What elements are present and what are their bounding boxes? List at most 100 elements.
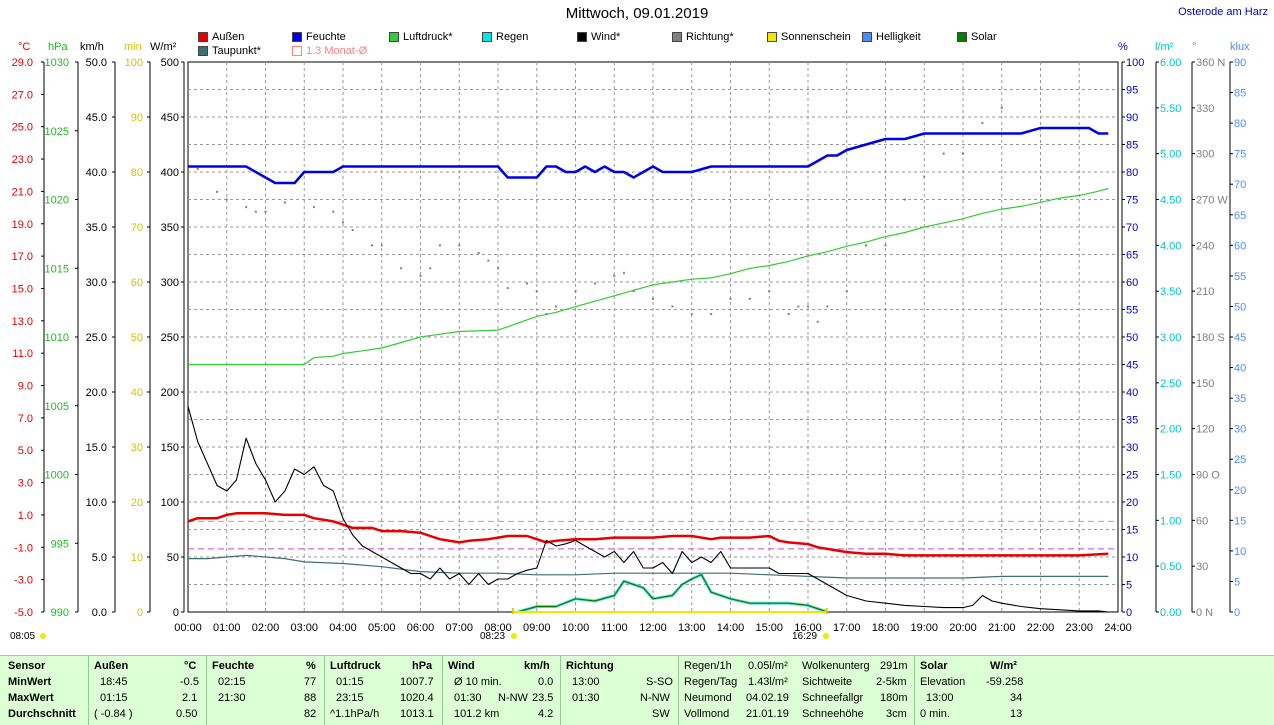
direction-point: [690, 313, 693, 316]
brightness_klux-tick-label: 50: [1234, 301, 1246, 313]
legend-item: 1.3 Monat-Ø: [292, 45, 367, 57]
temp_c-tick-label: 11.0: [12, 348, 33, 360]
rain_lm2-tick-label: 3.00: [1160, 332, 1181, 344]
direction-point: [729, 297, 732, 300]
solar-max: 34: [1010, 692, 1023, 704]
direction-point: [419, 274, 422, 277]
richtung-min-time: 13:00: [572, 676, 600, 688]
misc-label2-1: Sichtweite: [802, 676, 853, 688]
luftdruck-max-time: 23:15: [336, 692, 364, 704]
humidity_pct-tick-label: 35: [1126, 415, 1138, 427]
sun_min-tick-label: 50: [131, 332, 143, 344]
misc-label-0: Regen/1h: [684, 660, 732, 672]
wind_kmh-tick-label: 50.0: [86, 57, 107, 69]
richtung-max-time: 01:30: [572, 692, 600, 704]
temp_c-tick-label: 3.0: [18, 478, 33, 490]
direction-point: [342, 221, 344, 224]
brightness_klux-unit: klux: [1230, 41, 1250, 53]
direction-point: [903, 198, 906, 201]
direction-point: [962, 152, 964, 155]
richtung-header: Richtung: [566, 660, 614, 672]
brightness_klux-tick-label: 65: [1234, 210, 1246, 222]
solar_wm2-tick-label: 450: [161, 112, 179, 124]
wind-min: 0.0: [538, 676, 554, 688]
x-tick-label: 16:00: [794, 622, 822, 634]
richtung-max: N-NW: [640, 692, 670, 704]
x-tick-label: 07:00: [445, 622, 473, 634]
misc-value-3: 21.01.19: [746, 708, 789, 720]
direction-point: [622, 271, 625, 274]
humidity_pct-tick-label: 60: [1126, 277, 1138, 289]
stats-row-max: MaxWert: [8, 692, 54, 704]
sun-end-marker: 16:29: [792, 631, 818, 642]
sun_min-tick-label: 60: [131, 277, 143, 289]
brightness_klux-tick-label: 45: [1234, 332, 1246, 344]
brightness_klux-tick-label: 80: [1234, 118, 1246, 130]
x-tick-label: 15:00: [755, 622, 783, 634]
temp_c-tick-label: 27.0: [12, 89, 33, 101]
brightness_klux-tick-label: 20: [1234, 485, 1246, 497]
temp_c-tick-label: 17.0: [12, 251, 33, 263]
sun_min-tick-label: 100: [125, 57, 143, 69]
legend-swatch: [198, 46, 208, 56]
direction-point: [497, 267, 499, 270]
brightness_klux-tick-label: 85: [1234, 88, 1246, 100]
legend-swatch: [482, 32, 492, 42]
legend-label: Richtung*: [686, 31, 734, 43]
legend-label: Taupunkt*: [212, 45, 261, 57]
direction-point: [884, 244, 887, 247]
station-name[interactable]: Osterode am Harz: [1178, 6, 1268, 18]
luftdruck-trend: ^1.1hPa/h: [330, 708, 380, 720]
wind-unit: km/h: [524, 660, 550, 672]
solar-elevation: -59.258: [986, 676, 1024, 688]
brightness_klux-tick-label: 60: [1234, 240, 1246, 252]
legend-label: Regen: [496, 31, 529, 43]
legend-item: Solar: [957, 31, 997, 43]
legend-item: Regen: [482, 31, 528, 43]
solar_wm2-tick-label: 0: [173, 607, 179, 619]
solar_wm2-tick-label: 500: [161, 57, 179, 69]
direction-point: [807, 305, 809, 308]
direction-point: [923, 175, 926, 178]
misc-label-1: Regen/Tag: [684, 676, 738, 688]
direction_deg-tick-label: 0 N: [1196, 607, 1213, 619]
direction-point: [942, 152, 945, 155]
misc-label2-3: Schneehöhe: [802, 708, 864, 720]
direction-point: [196, 167, 199, 170]
stats-row-avg: Durchschnitt: [8, 708, 76, 720]
direction-point: [593, 282, 596, 285]
sun-start-marker: 08:23: [480, 631, 506, 642]
humidity_pct-tick-label: 55: [1126, 305, 1138, 317]
misc-value2-2: 180m: [880, 692, 908, 704]
luftdruck-max: 1020.4: [400, 692, 434, 704]
direction-point: [671, 305, 674, 308]
misc-value2-3: 3cm: [886, 708, 907, 720]
direction-point: [545, 313, 548, 316]
legend-swatch: [767, 32, 777, 42]
x-tick-label: 22:00: [1027, 622, 1055, 634]
brightness_klux-tick-label: 90: [1234, 57, 1246, 69]
legend-label: Helligkeit: [876, 31, 921, 43]
brightness_klux-tick-label: 10: [1234, 546, 1246, 558]
legend-swatch: [389, 32, 399, 42]
aussen-max-time: 01:15: [100, 692, 128, 704]
feuchte-avg: 82: [304, 708, 317, 720]
wind_kmh-tick-label: 40.0: [86, 167, 107, 179]
legend-label: Wind*: [591, 31, 621, 43]
sun_min-tick-label: 0: [137, 607, 143, 619]
temp_c-tick-label: 23.0: [12, 154, 33, 166]
direction-point: [264, 210, 267, 213]
feuchte-unit: %: [306, 660, 316, 672]
humidity_pct-tick-label: 70: [1126, 222, 1138, 234]
misc-value-0: 0.05l/m²: [748, 660, 788, 672]
rain_lm2-tick-label: 4.50: [1160, 195, 1181, 207]
richtung-avg: SW: [652, 708, 670, 720]
wind_kmh-tick-label: 10.0: [86, 497, 107, 509]
direction-point: [225, 198, 228, 201]
rain_lm2-tick-label: 6.00: [1160, 57, 1181, 69]
misc-label2-2: Schneefallgr: [802, 692, 864, 704]
rain_lm2-unit: l/m²: [1155, 41, 1174, 53]
humidity_pct-tick-label: 45: [1126, 360, 1138, 372]
direction_deg-tick-label: 30: [1196, 561, 1208, 573]
humidity_pct-tick-label: 80: [1126, 167, 1138, 179]
